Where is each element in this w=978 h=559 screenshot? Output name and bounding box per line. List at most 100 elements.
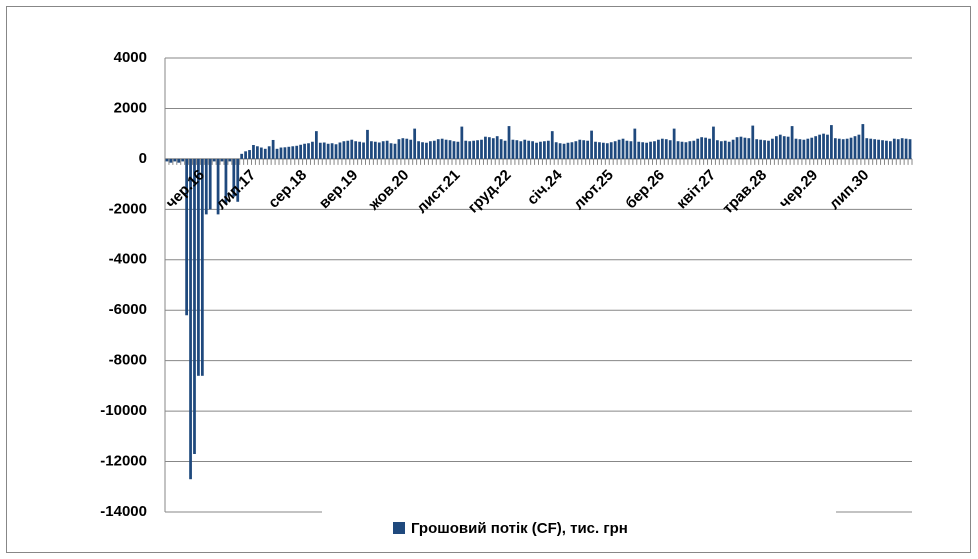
bar [452,141,456,159]
bar [826,134,829,159]
bar [405,138,409,159]
bar [861,124,865,159]
bar [814,136,818,159]
bar [558,143,562,159]
bar [401,138,405,159]
bar [200,158,204,376]
bar [267,146,271,159]
bar [311,141,314,159]
bar [877,139,880,159]
bar [802,139,806,159]
bar [275,148,279,159]
bar [586,140,590,159]
y-tick-label: -14000 [100,503,147,520]
bar [366,129,369,159]
y-tick-label: -4000 [109,251,147,268]
bar [688,141,692,159]
bar [660,138,664,159]
y-tick-label: -2000 [109,200,147,217]
bar [413,128,417,159]
bar [763,140,766,159]
bar [605,143,609,159]
bar [873,139,877,159]
chart-border [6,6,971,553]
bar [314,131,318,159]
bar [362,142,365,159]
bar [727,141,731,159]
bar [503,140,507,159]
bar [373,141,377,159]
bar [822,133,825,159]
y-tick-label: 2000 [114,99,147,116]
bar [393,143,397,159]
bar [220,158,224,162]
bar [279,147,283,159]
bar [908,139,912,159]
bar [653,141,656,159]
bar [350,139,354,159]
bar [747,138,751,159]
legend-label: Грошовий потік (CF), тис. грн [411,520,628,537]
bar [515,140,519,159]
bar [224,158,228,205]
bar [299,144,303,159]
bar [719,141,723,159]
bar [244,151,247,159]
bar [680,141,684,159]
bar [853,136,857,159]
bar [519,141,523,159]
bar [546,140,550,159]
bar [743,137,747,159]
bar [712,126,715,159]
bar [432,140,436,159]
bar [637,141,641,159]
bar [621,138,625,159]
bar [421,142,424,159]
bar [342,141,346,159]
y-tick-label: 4000 [114,49,147,66]
bar [594,141,597,159]
bar [676,141,680,159]
bar [173,158,177,162]
bar [704,137,707,159]
bar [448,140,452,159]
bar [566,142,570,159]
bar [550,131,554,159]
bar [197,158,200,376]
bar [307,143,310,159]
bar [354,141,358,159]
bar [330,143,334,159]
bar [259,147,263,159]
bar [495,136,499,159]
bar [287,146,291,159]
legend-background [322,505,836,549]
bar [900,138,904,159]
bar [263,148,267,159]
bar [641,142,645,159]
bar [204,158,208,215]
bar [169,158,173,163]
bar [845,138,849,159]
y-tick-label: -6000 [109,301,147,318]
bar [291,146,295,159]
bar [334,144,338,159]
bar [248,150,251,159]
bar [562,143,566,159]
bar [692,140,696,159]
bar [633,128,637,159]
bar [185,158,188,316]
bar [543,141,546,159]
bar [232,158,236,197]
bar [303,143,306,159]
bar [578,139,582,159]
bar [857,134,861,159]
bar [810,137,814,159]
bar [468,141,472,159]
bar [389,143,393,159]
bar [397,139,401,159]
bar [377,142,381,159]
bar [476,140,479,159]
bar [507,126,511,159]
bar [417,141,420,159]
bar [358,141,361,159]
